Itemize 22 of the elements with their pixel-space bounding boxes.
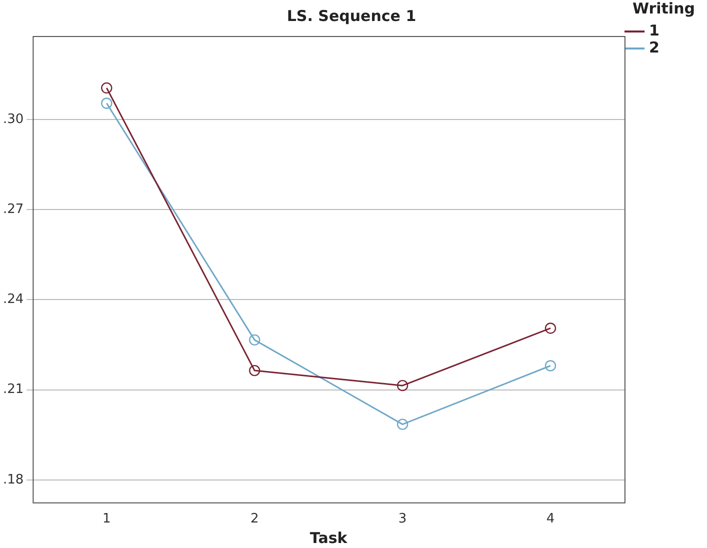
chart-title: LS. Sequence 1 bbox=[286, 6, 416, 25]
x-tick-label: 4 bbox=[546, 512, 555, 527]
point bbox=[544, 322, 556, 334]
x-tick-label: 3 bbox=[398, 512, 407, 527]
legend-title: Writing bbox=[632, 0, 696, 18]
x-tick-label: 1 bbox=[102, 512, 111, 527]
point bbox=[248, 364, 260, 376]
legend-label: 2 bbox=[648, 38, 660, 56]
legend-label: 1 bbox=[648, 21, 660, 40]
point bbox=[544, 360, 556, 372]
point bbox=[101, 98, 112, 109]
x-axis-title: Task bbox=[310, 528, 348, 547]
y-tick-label: .18 bbox=[2, 472, 24, 488]
x-tick-label: 2 bbox=[250, 512, 259, 527]
point bbox=[396, 380, 408, 392]
y-tick-label: .27 bbox=[2, 202, 24, 217]
point bbox=[396, 418, 408, 430]
point bbox=[248, 334, 260, 346]
y-tick-label: .24 bbox=[2, 292, 24, 308]
y-tick-label: .30 bbox=[2, 112, 24, 127]
y-tick-label: .21 bbox=[2, 382, 24, 398]
point bbox=[101, 82, 112, 94]
